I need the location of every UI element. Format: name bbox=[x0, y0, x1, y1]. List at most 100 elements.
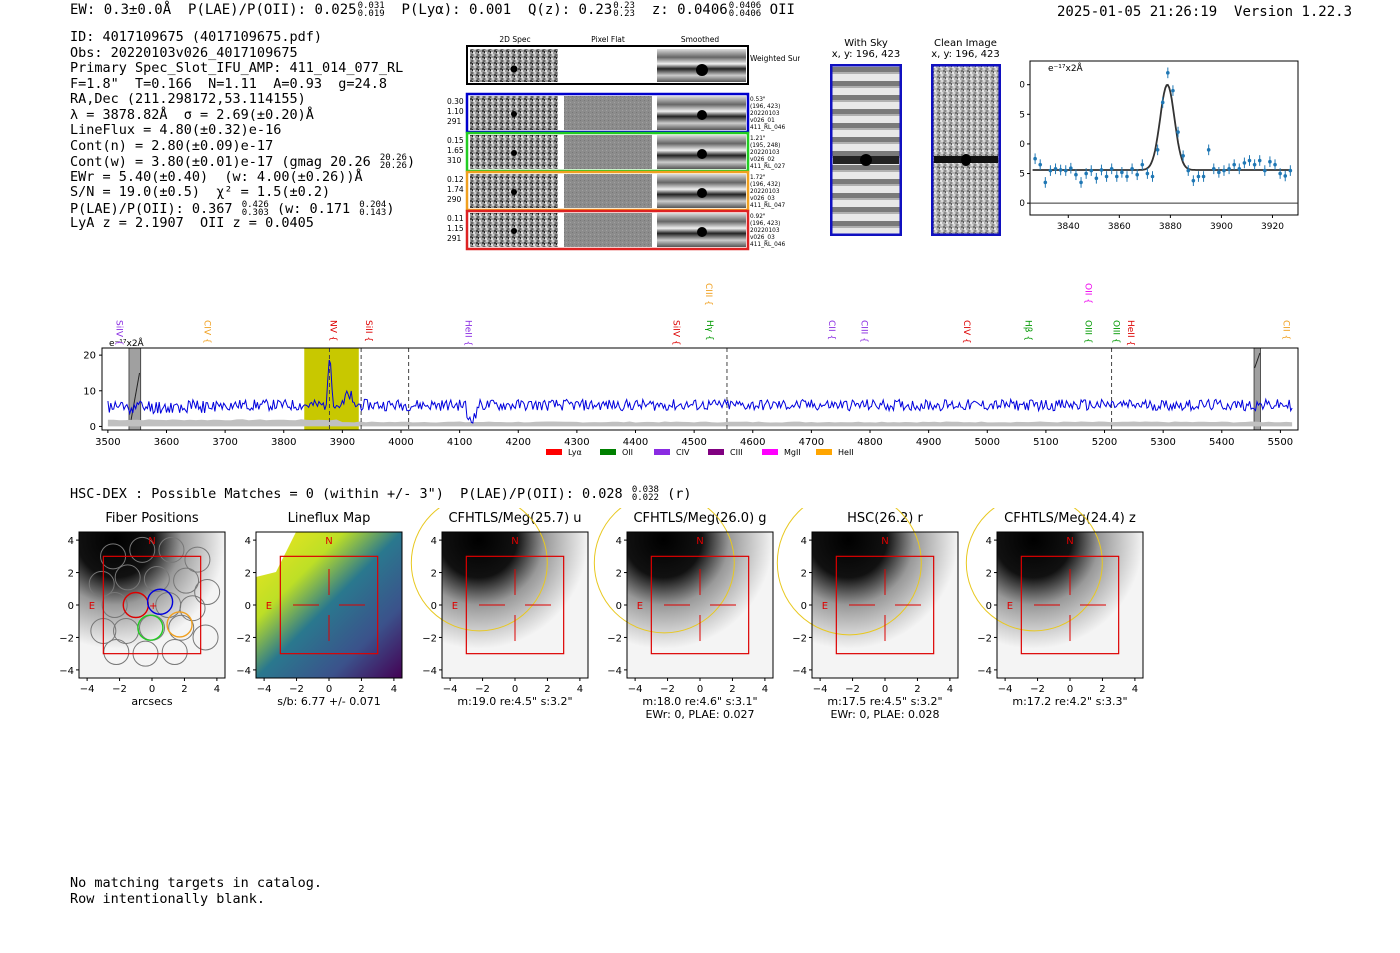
spectrum-line-label: CIII { bbox=[858, 320, 868, 343]
fit-chart-point bbox=[1283, 174, 1288, 178]
image-panel-3: CFHTLS/Meg(25.7) u N E −4 −4 −2 −2 0 0 2 2 4 4 m:19.0… bbox=[410, 508, 589, 708]
cutout-row-stat: 0.11 bbox=[447, 214, 464, 223]
fit-chart-xtick-label: 3840 bbox=[1057, 222, 1080, 232]
spectrum-xtick-label: 3600 bbox=[154, 437, 179, 448]
info-sn: S/N = 19.0(±0.5) χ² = 1.5(±0.2) bbox=[70, 184, 331, 200]
panel-xtick-label: 4 bbox=[947, 684, 953, 695]
panel-ytick-label: −4 bbox=[977, 666, 992, 677]
panel-ytick-label: −2 bbox=[607, 633, 622, 644]
panel-xtick-label: 2 bbox=[544, 684, 550, 695]
fit-chart-point bbox=[1176, 130, 1180, 134]
fit-chart-ytick-label: 10 bbox=[1020, 140, 1025, 150]
header-qz: Q(z): 0.23 bbox=[527, 2, 613, 18]
panel-xtick-label: 4 bbox=[1132, 684, 1138, 695]
panel-ytick-label: −4 bbox=[792, 666, 807, 677]
spectrum-legend-swatch bbox=[600, 449, 616, 455]
panel-xtick-label: 0 bbox=[326, 684, 332, 695]
cutout-row-stat: 1.15 bbox=[447, 224, 464, 233]
fit-chart-point bbox=[1104, 174, 1109, 179]
spectrum-ytick-label: 0 bbox=[90, 422, 96, 433]
cutout-row-label: 20220103 bbox=[750, 189, 780, 195]
fit-chart-point bbox=[1288, 168, 1293, 173]
east-label: E bbox=[266, 601, 272, 612]
cutout-row-stat: 291 bbox=[447, 234, 462, 243]
fit-chart-point bbox=[1268, 159, 1272, 164]
panel-ytick-label: −2 bbox=[792, 633, 807, 644]
fit-chart-xtick-label: 3900 bbox=[1210, 222, 1233, 232]
fit-chart-point bbox=[1263, 168, 1267, 173]
cutout-row-stat: 291 bbox=[447, 117, 462, 126]
cutout-row-stat: 290 bbox=[447, 195, 462, 204]
spectrum-line-label: SiII { bbox=[363, 320, 373, 342]
spectrum-xtick-label: 4300 bbox=[564, 437, 589, 448]
spectrum-xtick-label: 4900 bbox=[916, 437, 941, 448]
spectrum-legend-label: CIII bbox=[730, 448, 743, 457]
fit-chart-xtick-label: 3880 bbox=[1159, 222, 1182, 232]
east-label: E bbox=[1007, 601, 1013, 612]
cutout-row-stat: 1.74 bbox=[447, 185, 464, 194]
fit-chart-frame bbox=[1029, 60, 1299, 216]
spectrum-xtick-label: 4600 bbox=[740, 437, 765, 448]
spectrum-legend-label: CIV bbox=[676, 448, 690, 457]
header-version: Version 1.22.3 bbox=[1234, 4, 1353, 20]
panel-title: CFHTLS/Meg(24.4) z bbox=[1004, 511, 1136, 526]
fit-chart-point bbox=[1273, 162, 1277, 167]
fiber-circle bbox=[158, 536, 185, 563]
fit-chart-xtick-label: 3860 bbox=[1108, 222, 1131, 232]
fit-chart-point bbox=[1120, 170, 1124, 175]
spectrum-xtick-label: 4800 bbox=[857, 437, 882, 448]
panel-xtick-label: −4 bbox=[813, 684, 828, 695]
footer-line2: Row intentionally blank. bbox=[70, 890, 266, 907]
east-label: E bbox=[637, 601, 643, 612]
panel-ytick-label: 2 bbox=[801, 569, 807, 580]
spectrum-line-window bbox=[304, 348, 359, 430]
spectrum-error-band bbox=[107, 419, 1293, 427]
panel-ytick-label: 4 bbox=[986, 536, 992, 547]
panel-xtick-label: −4 bbox=[443, 684, 458, 695]
fiber-circle bbox=[101, 592, 128, 618]
fit-chart-point bbox=[1201, 174, 1206, 179]
spectrum-xtick-label: 4200 bbox=[506, 437, 531, 448]
fit-chart-point bbox=[1145, 171, 1150, 176]
galaxy-ellipse bbox=[965, 508, 1103, 632]
spectrum-line-label: Hγ { bbox=[704, 320, 714, 341]
header-qz-errors: 0.23 0.23 bbox=[613, 1, 635, 19]
footer-line1: No matching targets in catalog. bbox=[70, 875, 322, 891]
image-panel-1: Fiber Positions + N E −4 −4 −2 −2 0 0 2 2 4 4 arcsecs bbox=[59, 511, 226, 708]
panel-xtick-label: −4 bbox=[628, 684, 643, 695]
north-label: N bbox=[881, 536, 888, 547]
cutout-row-label: (196, 432) bbox=[750, 182, 780, 188]
panel-ytick-label: −4 bbox=[236, 666, 251, 677]
spectrum-line-label: OIII { bbox=[1082, 320, 1092, 344]
spectrum-xtick-label: 5200 bbox=[1092, 437, 1117, 448]
spectrum-legend-label: HeII bbox=[838, 448, 854, 457]
panel-ytick-label: −4 bbox=[607, 666, 622, 677]
cutout-row-label: (195, 248) bbox=[750, 143, 780, 149]
fit-chart-point bbox=[1237, 167, 1242, 171]
spectrum-legend-label: Lyα bbox=[568, 448, 582, 457]
header-summary: EW: 0.3±0.0Å P(LAE)/P(OII): 0.025 0.031 0.… bbox=[70, 1, 795, 19]
image-panel-5: HSC(26.2) r N E −4 −4 −2 −2 0 0 2 2 4 4 m:17.5 re:4.5… bbox=[776, 508, 959, 721]
panel-xtick-label: −2 bbox=[845, 684, 860, 695]
spectrum-xtick-label: 5000 bbox=[975, 437, 1000, 448]
info-lya: LyA z = 2.1907 OII z = 0.0405 bbox=[70, 215, 314, 231]
panel-ytick-label: −2 bbox=[977, 633, 992, 644]
panel-ytick-label: 4 bbox=[245, 536, 251, 547]
lineflux-map-blank bbox=[256, 532, 296, 577]
panel-caption: m:17.5 re:4.5" s:3.2" bbox=[827, 695, 942, 708]
header-plae: P(LAE)/P(OII): 0.025 bbox=[188, 2, 357, 18]
fit-chart-point bbox=[1048, 168, 1053, 173]
fit-chart-point bbox=[1166, 71, 1170, 75]
cutout-row-label: 20220103 bbox=[750, 228, 780, 234]
panel-xtick-label: 4 bbox=[214, 684, 220, 695]
cutout-row-stat: 1.65 bbox=[447, 146, 464, 155]
cutout-row-stat: 0.15 bbox=[447, 136, 464, 145]
spectrum-line-label: OII { bbox=[1082, 283, 1092, 304]
fiber-circle-orange bbox=[166, 611, 193, 638]
fit-chart-point bbox=[1171, 88, 1175, 93]
fit-chart-point bbox=[1053, 167, 1058, 171]
header-timestamp-version: 2025-01-05 21:26:19 Version 1.22.3 bbox=[1057, 4, 1352, 20]
cutout-row-label: 411_RL_046 bbox=[750, 242, 785, 248]
fit-chart-point bbox=[1252, 162, 1257, 167]
fiber-circle bbox=[168, 614, 195, 641]
